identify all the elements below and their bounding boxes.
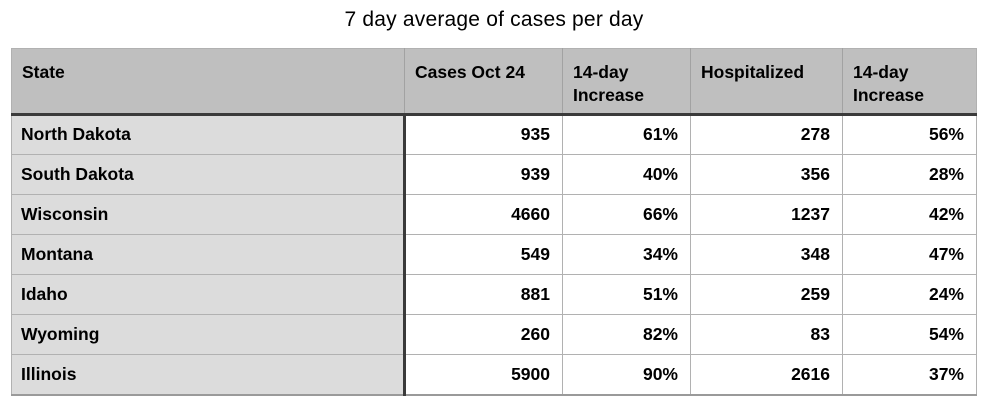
table-row-illinois: Illinois 5900 90% 2616 37% (11, 354, 977, 395)
state-name-cell: Illinois (11, 354, 406, 395)
hospitalized-increase-cell: 24% (842, 274, 977, 315)
cases-cell: 4660 (404, 194, 563, 235)
hospitalized-cell: 2616 (690, 354, 843, 395)
state-name-cell: South Dakota (11, 154, 406, 195)
cases-table: State Cases Oct 24 14-day Increase Hospi… (11, 48, 977, 396)
header-14-day-increase-cases: 14-day Increase (562, 48, 691, 116)
cases-cell: 5900 (404, 354, 563, 395)
hospitalized-cell: 348 (690, 234, 843, 275)
hospitalized-increase-cell: 28% (842, 154, 977, 195)
header-cases-oct-24: Cases Oct 24 (404, 48, 563, 116)
state-name-cell: Wyoming (11, 314, 406, 355)
table-row-montana: Montana 549 34% 348 47% (11, 234, 977, 275)
header-row: State Cases Oct 24 14-day Increase Hospi… (11, 48, 977, 116)
hospitalized-cell: 1237 (690, 194, 843, 235)
cases-increase-cell: 40% (562, 154, 691, 195)
hospitalized-increase-cell: 42% (842, 194, 977, 235)
hospitalized-cell: 356 (690, 154, 843, 195)
table-row-north-dakota: North Dakota 935 61% 278 56% (11, 114, 977, 155)
cases-cell: 549 (404, 234, 563, 275)
hospitalized-cell: 83 (690, 314, 843, 355)
hospitalized-cell: 259 (690, 274, 843, 315)
state-name-cell: Montana (11, 234, 406, 275)
cases-increase-cell: 34% (562, 234, 691, 275)
cases-cell: 260 (404, 314, 563, 355)
table-row-wisconsin: Wisconsin 4660 66% 1237 42% (11, 194, 977, 235)
cases-cell: 939 (404, 154, 563, 195)
page-title: 7 day average of cases per day (344, 8, 644, 31)
hospitalized-increase-cell: 47% (842, 234, 977, 275)
cases-increase-cell: 51% (562, 274, 691, 315)
cases-increase-cell: 90% (562, 354, 691, 395)
state-name-cell: Wisconsin (11, 194, 406, 235)
header-hospitalized: Hospitalized (690, 48, 843, 116)
cases-cell: 935 (404, 114, 563, 155)
state-name-cell: Idaho (11, 274, 406, 315)
hospitalized-cell: 278 (690, 114, 843, 155)
header-14-day-increase-hospitalized: 14-day Increase (842, 48, 977, 116)
hospitalized-increase-cell: 56% (842, 114, 977, 155)
cases-increase-cell: 61% (562, 114, 691, 155)
table-row-idaho: Idaho 881 51% 259 24% (11, 274, 977, 315)
hospitalized-increase-cell: 37% (842, 354, 977, 395)
table-row-wyoming: Wyoming 260 82% 83 54% (11, 314, 977, 355)
cases-increase-cell: 66% (562, 194, 691, 235)
cases-cell: 881 (404, 274, 563, 315)
table-row-south-dakota: South Dakota 939 40% 356 28% (11, 154, 977, 195)
cases-increase-cell: 82% (562, 314, 691, 355)
hospitalized-increase-cell: 54% (842, 314, 977, 355)
header-state: State (11, 48, 405, 116)
state-name-cell: North Dakota (11, 114, 406, 155)
